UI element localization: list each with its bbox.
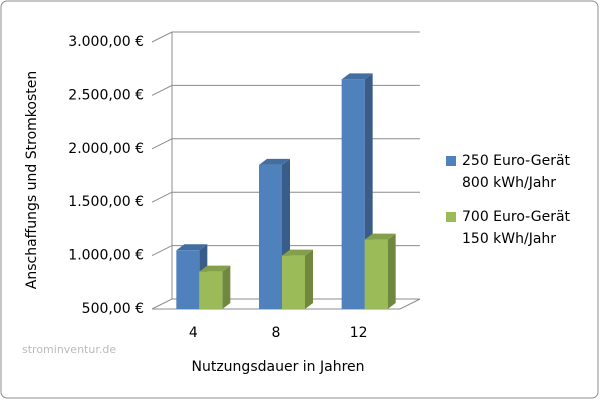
y-tick-label: 3.000,00 € [68,34,144,50]
y-tick-label: 2.000,00 € [68,141,144,157]
x-axis-title: Nutzungsdauer in Jahren [192,359,365,375]
bar-front [176,250,200,309]
legend-swatch [446,212,456,222]
bar-top [282,249,313,256]
bar-top [364,233,396,240]
bar-top [199,265,231,272]
y-tick-label: 500,00 € [82,301,144,317]
legend-item: 250 Euro-Gerät 800 kWh/Jahr [446,150,587,194]
bar [364,233,396,309]
bar-top [176,244,208,251]
legend-label: 700 Euro-Gerät 150 kWh/Jahr [462,209,571,247]
bar [282,249,313,309]
x-tick-label: 12 [350,325,368,341]
watermark: strominventur.de [22,343,116,356]
bar-top [341,73,373,80]
y-axis-title: Anschaffungs und Stromkosten [24,71,40,289]
bar-front [199,271,223,309]
x-tick-label: 8 [272,325,281,341]
legend-swatch [446,156,456,166]
bar-top [259,158,290,165]
bar [199,265,231,309]
legend-label: 250 Euro-Gerät 800 kWh/Jahr [462,153,571,191]
x-tick-label: 4 [189,325,198,341]
legend-item: 700 Euro-Gerät 150 kWh/Jahr [446,206,587,250]
bar-front [364,239,388,309]
y-tick-label: 2.500,00 € [68,87,144,103]
bar-side [387,233,396,309]
floor [152,298,421,310]
bar-front [259,164,282,309]
bar-front [341,79,365,309]
bar-side [305,249,313,309]
bar-front [282,255,305,309]
y-tick-label: 1.500,00 € [68,194,144,210]
y-tick-label: 1.000,00 € [68,248,144,264]
bar-side [222,265,231,309]
